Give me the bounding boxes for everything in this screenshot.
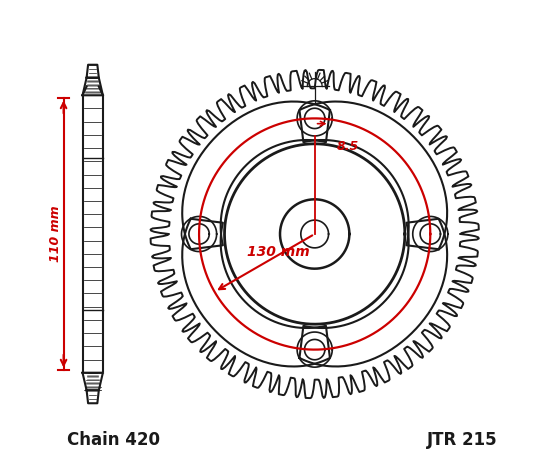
Text: JTR 215: JTR 215 [427,431,497,449]
Text: 130 mm: 130 mm [248,246,310,259]
Text: 110 mm: 110 mm [49,206,62,262]
Text: Chain 420: Chain 420 [67,431,160,449]
Polygon shape [87,65,99,78]
Bar [82,95,103,373]
Text: 8.5: 8.5 [337,139,358,153]
Polygon shape [87,390,99,403]
Polygon shape [82,78,103,95]
Polygon shape [82,373,103,390]
